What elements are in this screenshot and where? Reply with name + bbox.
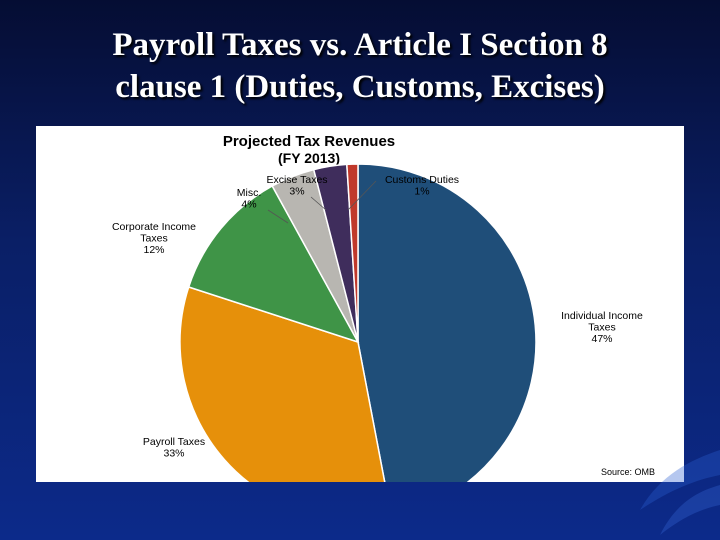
pie-slice-corporate-income-taxes — [187, 184, 360, 344]
chart-title: Projected Tax Revenues — [223, 133, 395, 150]
data-label-misc-: Misc. 4% — [237, 187, 262, 211]
pie-labels: Individual Income Taxes 47% Payroll Taxes 33… — [112, 174, 643, 460]
data-label-payroll-taxes: Payroll Taxes 33% — [143, 436, 205, 460]
data-label-customs-duties: Customs Duties 1% — [385, 174, 459, 198]
pie-chart: Projected Tax Revenues (FY 2013) Individ… — [112, 133, 655, 482]
pie-chart-panel: Projected Tax Revenues (FY 2013) Individ… — [36, 126, 684, 482]
pie-slice-individual-income-taxes — [357, 163, 537, 482]
slide-title-line-1: Payroll Taxes vs. Article I Section 8 — [112, 27, 608, 63]
data-label-excise-taxes: Excise Taxes 3% — [266, 174, 327, 198]
slide-title-line-2: clause 1 (Duties, Customs, Excises) — [115, 69, 605, 105]
slide-title: Payroll Taxes vs. Article I Section 8 cl… — [0, 24, 720, 108]
decorative-wave — [640, 450, 720, 535]
chart-subtitle: (FY 2013) — [278, 150, 340, 166]
data-label-corporate-income-taxes: Corporate Income Taxes 12% — [112, 221, 196, 256]
leader-line-customs-duties — [347, 180, 377, 211]
pie-slice-payroll-taxes — [179, 286, 386, 482]
leader-line-excise-taxes — [310, 196, 327, 211]
chart-source: Source: OMB — [601, 467, 655, 477]
pie-slices — [179, 163, 537, 482]
data-label-individual-income-taxes: Individual Income Taxes 47% — [561, 310, 643, 345]
leader-line-misc- — [267, 209, 289, 224]
